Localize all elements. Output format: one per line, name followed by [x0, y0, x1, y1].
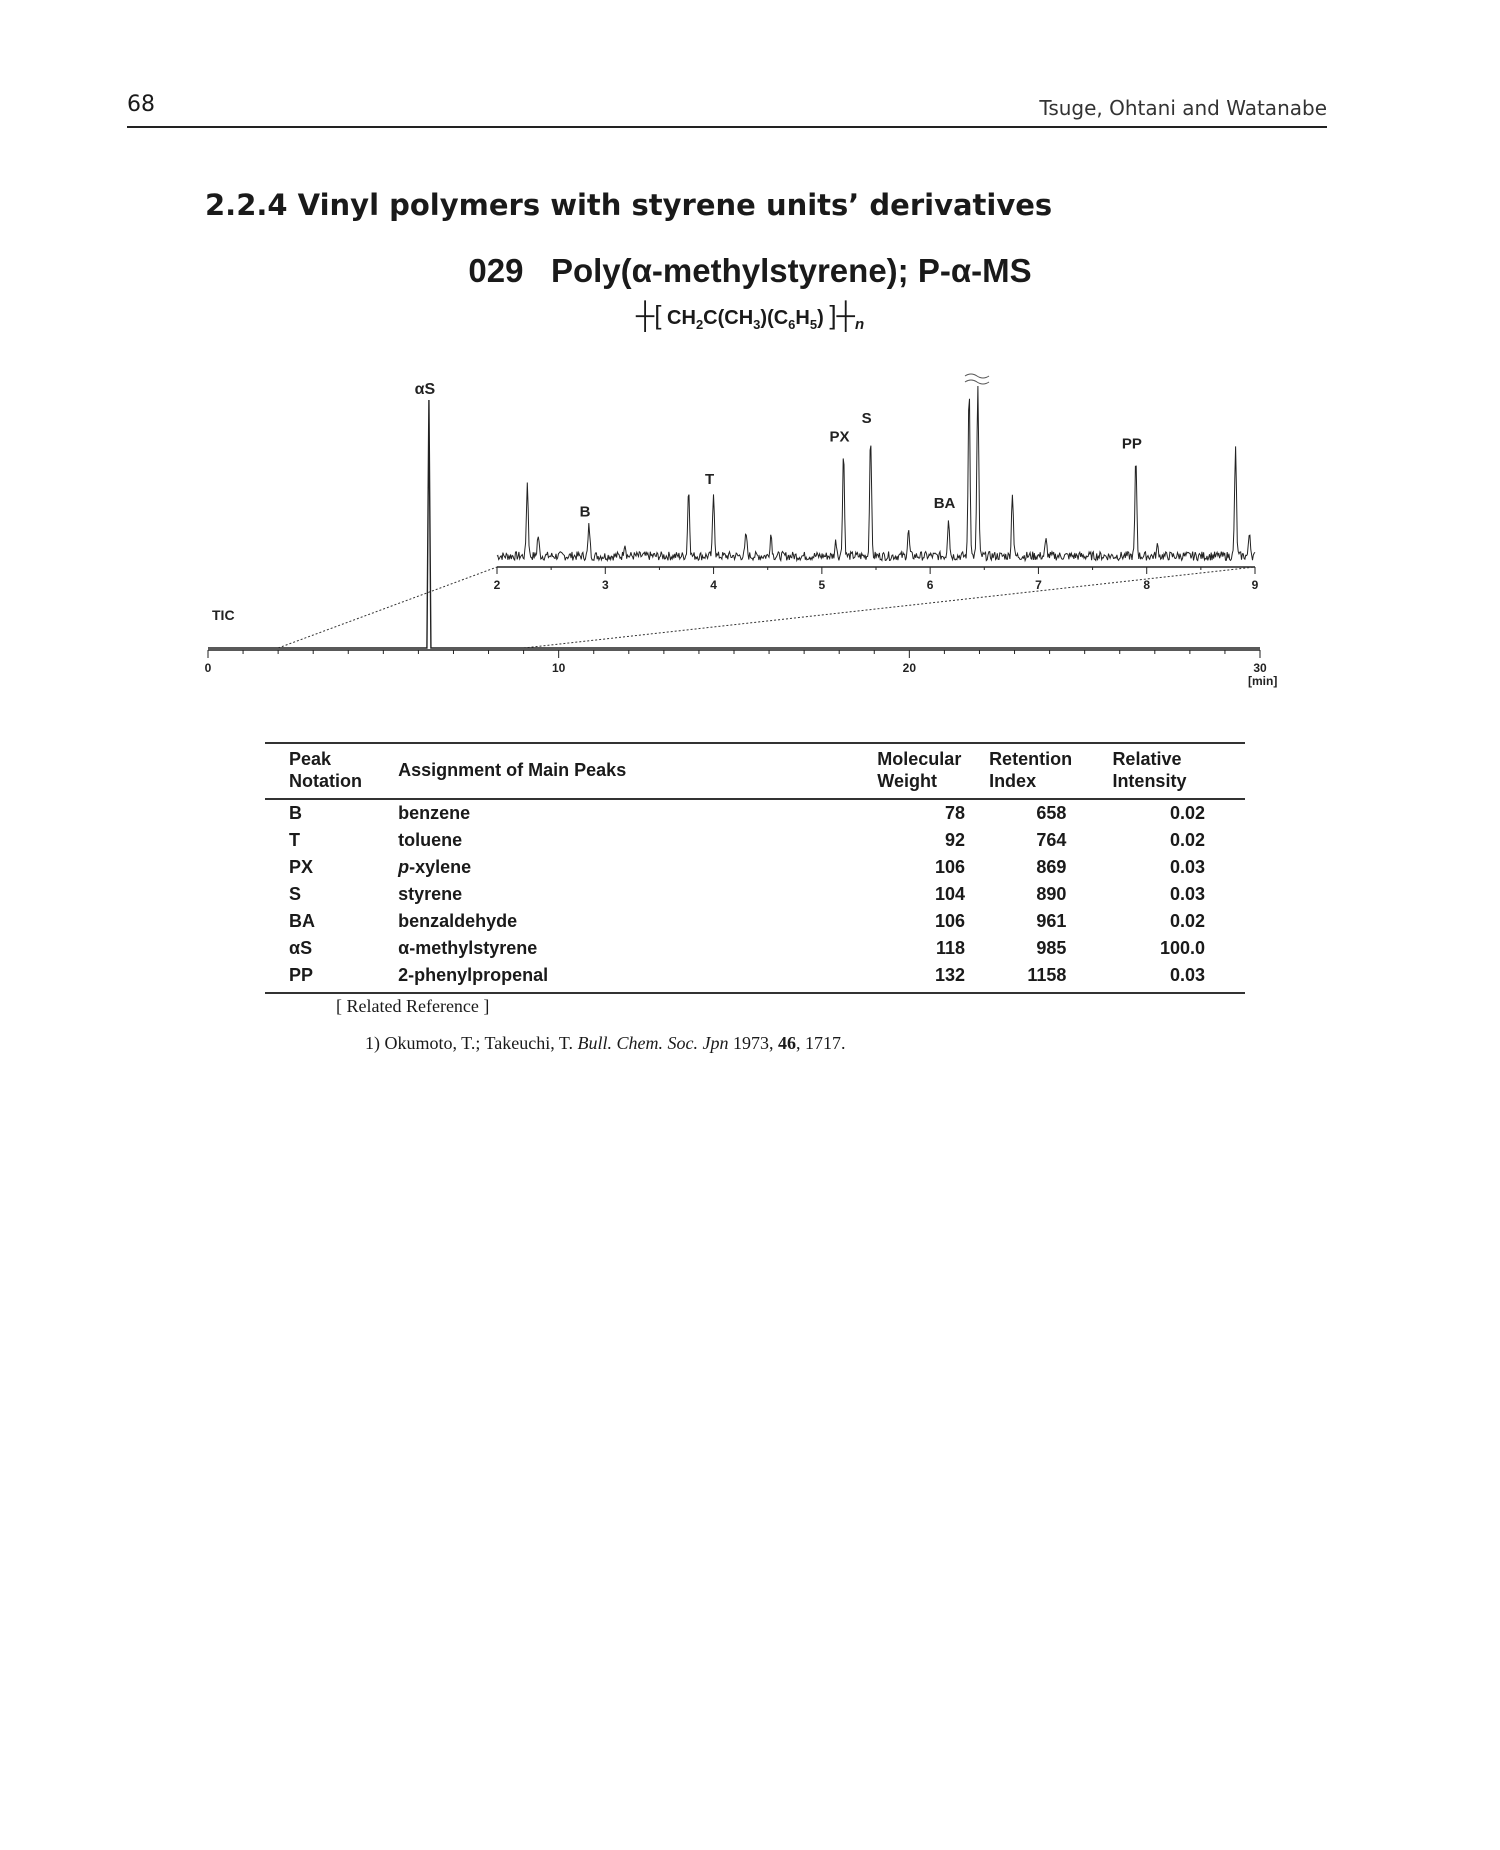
cell-peak: B: [289, 803, 302, 823]
peak-assignment-table: Peak Notation Assignment of Main Peaks Mo…: [265, 742, 1245, 994]
peak-label: B: [580, 503, 591, 520]
cell-peak: T: [289, 830, 300, 850]
cell-relative-intensity: 0.02: [1169, 911, 1205, 931]
inset-tick-label: 6: [927, 578, 934, 592]
formula-bracket-left: ┼[: [635, 300, 662, 330]
main-tick-label: 0: [205, 661, 212, 675]
inset-trace-line: [496, 385, 1256, 563]
peak-label: BA: [934, 495, 956, 512]
related-reference-heading: [ Related Reference ]: [336, 996, 490, 1016]
inset-tick-label: 2: [494, 578, 501, 592]
table-row: PP 2-phenylpropenal 132 1158 0.03: [265, 962, 1245, 994]
offscale-break-mark: [964, 379, 990, 385]
cell-molecular-weight: 118: [936, 938, 966, 958]
cell-retention-index: 985: [1036, 938, 1067, 958]
compound-title: 029 Poly(α-methylstyrene); P-α-MS: [0, 252, 1500, 290]
page-header: 68 Tsuge, Ohtani and Watanabe: [127, 92, 1327, 128]
cell-relative-intensity: 100.0: [1159, 938, 1205, 958]
cell-retention-index: 764: [1036, 830, 1067, 850]
main-tick-label: 20: [903, 661, 917, 675]
cell-assignment: benzaldehyde: [398, 911, 518, 931]
repeat-unit-formula: ┼[ CH2C(CH3)(C6H5) ]┼n: [635, 300, 865, 333]
reference-item: 1) Okumoto, T.; Takeuchi, T. Bull. Chem.…: [365, 1033, 846, 1053]
cell-molecular-weight: 106: [935, 911, 966, 931]
cell-peak: PX: [289, 857, 314, 877]
cell-retention-index: 869: [1036, 857, 1067, 877]
cell-retention-index: 658: [1036, 803, 1067, 823]
cell-assignment: benzene: [398, 803, 471, 823]
cell-assignment: toluene: [398, 830, 463, 850]
table-row: BA benzaldehyde 106 961 0.02: [265, 908, 1245, 935]
cell-retention-index: 1158: [975, 962, 1095, 994]
main-x-axis: 0 10 20 30: [205, 649, 1267, 675]
cell-molecular-weight: 132: [877, 962, 976, 994]
pyrogram-chart: 0 10 20 30 2 3 4 5 6 7 8 9 αS B T PX S BA PP TIC [min]: [205, 373, 1277, 688]
peak-label: PX: [830, 429, 850, 446]
page-number: 68: [127, 92, 155, 117]
cell-assignment: p-xylene: [398, 857, 472, 877]
cell-molecular-weight: 106: [935, 857, 966, 877]
peak-label: T: [705, 471, 714, 488]
table-row: αS α-methylstyrene 118 985 100.0: [265, 935, 1245, 962]
inset-tick-label: 7: [1035, 578, 1042, 592]
offscale-break-mark: [964, 373, 990, 379]
cell-relative-intensity: 0.02: [1169, 803, 1205, 823]
cell-assignment: 2-phenylpropenal: [398, 962, 878, 994]
main-trace-line: [208, 399, 1260, 649]
running-head: Tsuge, Ohtani and Watanabe: [1039, 96, 1327, 120]
table-header-row: Peak Notation Assignment of Main Peaks Mo…: [265, 742, 1245, 800]
main-tick-label: 30: [1253, 661, 1267, 675]
table-row: PX p-xylene 106 869 0.03: [265, 854, 1245, 881]
cell-relative-intensity: 0.03: [1169, 884, 1205, 904]
col-retention-index: Retention Index: [975, 742, 1095, 800]
cell-peak: BA: [289, 911, 315, 931]
inset-tick-label: 4: [710, 578, 717, 592]
formula-n: n: [854, 316, 865, 333]
peak-label: PP: [1122, 435, 1142, 452]
formula-bracket-right: ]┼: [829, 300, 855, 330]
main-tick-label: 10: [552, 661, 566, 675]
col-relative-intensity: Relative Intensity: [1094, 742, 1245, 800]
cell-relative-intensity: 0.03: [1169, 857, 1205, 877]
cell-peak: αS: [289, 938, 313, 958]
col-molecular-weight: Molecular Weight: [877, 742, 976, 800]
zoom-connector-right: [523, 566, 1256, 649]
col-assignment: Assignment of Main Peaks: [398, 742, 878, 800]
cell-molecular-weight: 78: [945, 803, 966, 823]
peak-labels: αS B T PX S BA PP: [415, 381, 1142, 520]
x-unit-label: [min]: [1248, 674, 1277, 688]
peak-label-alpha-s: αS: [415, 381, 436, 398]
inset-tick-label: 3: [602, 578, 609, 592]
col-peak-notation: Peak Notation: [265, 742, 399, 800]
inset-tick-label: 5: [819, 578, 826, 592]
chromatogram-traces: [208, 373, 1260, 649]
cell-assignment: styrene: [398, 884, 463, 904]
cell-molecular-weight: 92: [945, 830, 966, 850]
cell-assignment: α-methylstyrene: [398, 938, 538, 958]
cell-retention-index: 890: [1036, 884, 1067, 904]
compound-name: Poly(α-methylstyrene); P-α-MS: [550, 252, 1032, 289]
section-title: 2.2.4 Vinyl polymers with styrene units’…: [205, 188, 1053, 222]
cell-peak: PP: [265, 962, 399, 994]
inset-x-axis: 2 3 4 5 6 7 8 9: [494, 566, 1259, 592]
peak-label: S: [862, 410, 872, 427]
cell-retention-index: 961: [1036, 911, 1067, 931]
zoom-connector-left: [277, 566, 498, 649]
tic-label: TIC: [212, 607, 235, 623]
compound-number: 029: [468, 252, 524, 289]
cell-peak: S: [289, 884, 302, 904]
cell-relative-intensity: 0.03: [1094, 962, 1245, 994]
cell-molecular-weight: 104: [935, 884, 966, 904]
inset-tick-label: 9: [1252, 578, 1259, 592]
cell-relative-intensity: 0.02: [1169, 830, 1205, 850]
inset-tick-label: 8: [1143, 578, 1150, 592]
